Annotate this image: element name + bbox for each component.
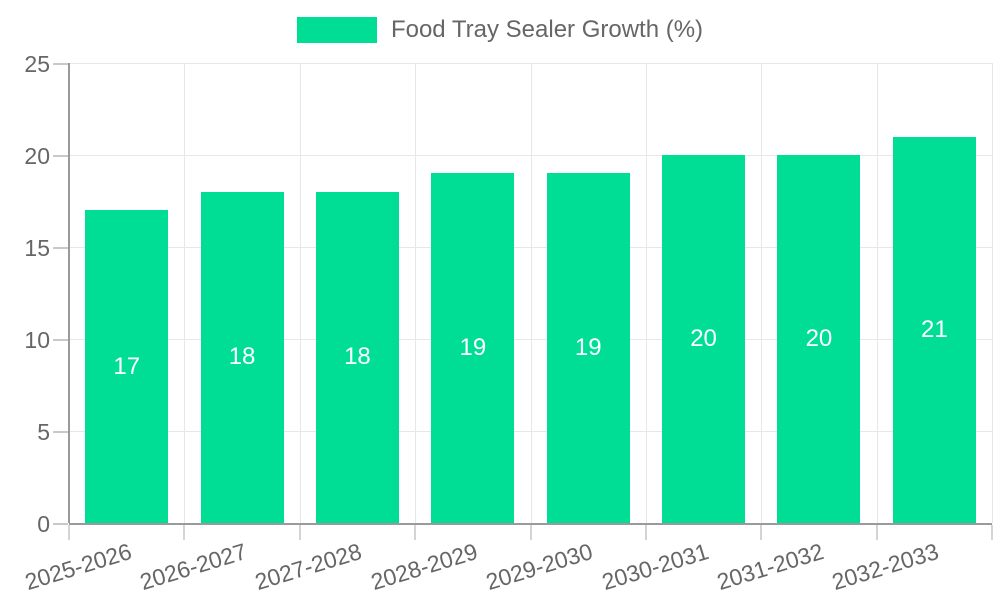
x-tick-label: 2025-2026	[21, 538, 135, 596]
y-axis-line	[68, 63, 70, 523]
x-tick-label: 2027-2028	[252, 538, 366, 596]
x-tick-mark	[529, 525, 532, 540]
x-tick-mark	[298, 525, 301, 540]
legend-label: Food Tray Sealer Growth (%)	[390, 16, 704, 43]
x-tick-mark	[991, 525, 993, 540]
x-gridline	[645, 63, 647, 523]
y-tick-label: 20	[24, 143, 50, 169]
x-tick-mark	[183, 525, 186, 540]
bar[interactable]	[892, 136, 976, 523]
x-tick-label: 2028-2029	[367, 538, 481, 596]
x-tick-label: 2026-2027	[136, 538, 250, 596]
x-gridline	[530, 63, 532, 523]
y-tick-label: 25	[24, 51, 50, 77]
bar-value-label: 17	[113, 352, 141, 380]
y-tick-label: 0	[37, 511, 50, 537]
bar-value-label: 20	[690, 325, 717, 352]
bar-value-label: 18	[344, 343, 371, 371]
bar-value-label: 20	[805, 325, 833, 352]
y-tick-mark	[53, 523, 68, 525]
y-tick-mark	[53, 247, 68, 249]
y-tick-mark	[53, 339, 68, 341]
x-tick-label: 2032-2033	[829, 538, 942, 596]
bar-value-label: 19	[459, 334, 487, 362]
x-gridline	[415, 63, 417, 523]
y-tick-mark	[53, 155, 68, 157]
x-axis-line	[69, 523, 992, 525]
bar[interactable]	[85, 210, 169, 523]
x-gridline	[876, 63, 878, 523]
bar-value-label: 19	[574, 334, 602, 362]
x-gridline	[992, 63, 993, 523]
bar[interactable]	[315, 191, 399, 523]
bar[interactable]	[777, 155, 861, 523]
y-tick-mark	[53, 431, 68, 433]
x-tick-mark	[644, 525, 647, 540]
x-tick-mark	[414, 525, 417, 540]
x-gridline	[184, 63, 186, 523]
x-tick-label: 2030-2031	[598, 538, 712, 596]
y-tick-mark	[53, 63, 68, 65]
bar-value-label: 18	[228, 343, 256, 371]
x-gridline	[761, 63, 763, 523]
x-tick-mark	[760, 525, 763, 540]
bar[interactable]	[546, 173, 630, 523]
legend[interactable]: Food Tray Sealer Growth (%)	[0, 17, 1000, 43]
y-tick-label: 5	[37, 419, 50, 445]
x-gridline	[299, 63, 301, 523]
y-tick-label: 10	[24, 327, 50, 353]
bar[interactable]	[662, 155, 746, 523]
x-tick-label: 2029-2030	[483, 538, 596, 596]
bar[interactable]	[431, 173, 515, 523]
x-tick-label: 2031-2032	[713, 538, 827, 596]
x-tick-mark	[68, 525, 70, 540]
y-tick-label: 15	[24, 235, 50, 261]
bar-value-label: 21	[920, 315, 948, 343]
x-tick-mark	[875, 525, 878, 540]
bar[interactable]	[200, 191, 284, 523]
legend-swatch-icon	[296, 17, 377, 43]
